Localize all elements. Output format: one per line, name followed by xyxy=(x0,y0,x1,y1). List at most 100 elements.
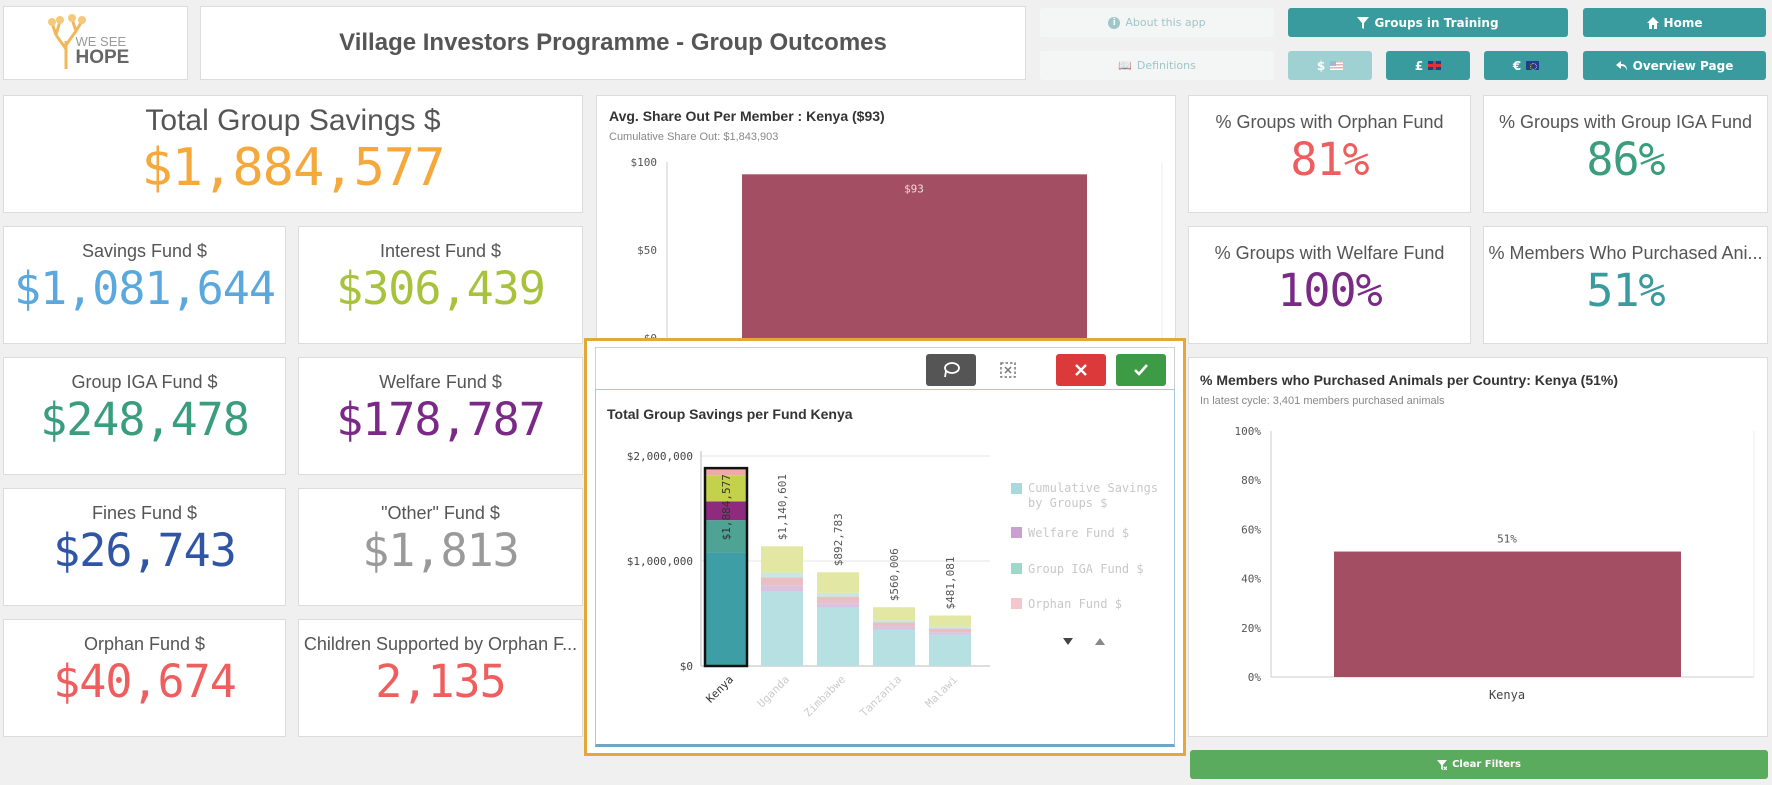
kpi-label: % Members Who Purchased Ani... xyxy=(1488,243,1763,263)
x-tick-label: Malawi xyxy=(923,673,960,710)
filter-icon xyxy=(1357,16,1370,29)
currency-usd-button[interactable]: $ xyxy=(1288,51,1372,80)
kpi-fines-fund: Fines Fund $ $26,743 xyxy=(3,488,286,606)
tree-icon xyxy=(47,14,86,69)
kpi-value: 2,135 xyxy=(375,655,506,708)
clear-filters-label: Clear Filters xyxy=(1452,759,1521,770)
kpi-label: Group IGA Fund $ xyxy=(71,372,218,392)
selected-bar-outline xyxy=(703,466,749,668)
kpi-total-savings: Total Group Savings $ $1,884,577 xyxy=(3,95,583,213)
bar-segment xyxy=(761,591,803,666)
home-label: Home xyxy=(1663,15,1703,30)
us-flag-icon xyxy=(1330,61,1344,70)
close-icon xyxy=(1075,364,1087,376)
kpi-value: $306,439 xyxy=(336,262,546,315)
kpi-value: $178,787 xyxy=(336,393,546,446)
home-button[interactable]: Home xyxy=(1583,8,1766,37)
legend-label-line: Cumulative Savings xyxy=(1028,481,1158,495)
chart-title: Avg. Share Out Per Member : Kenya ($93) xyxy=(609,108,885,124)
bar-segment xyxy=(873,629,915,666)
legend-label: Orphan Fund $ xyxy=(1028,597,1122,611)
overview-page-button[interactable]: Overview Page xyxy=(1583,51,1766,80)
bar-segment xyxy=(873,622,915,627)
y-tick-label: 80% xyxy=(1241,474,1261,487)
eu-flag-icon xyxy=(1526,61,1540,70)
kpi-welfare-fund: Welfare Fund $ $178,787 xyxy=(298,357,583,475)
logo: WE SEE HOPE xyxy=(46,13,146,73)
y-tick-label: 100% xyxy=(1235,425,1262,438)
bar-segment xyxy=(873,607,915,621)
data-label: $1,140,601 xyxy=(776,474,789,540)
data-label: $93 xyxy=(904,182,924,195)
kpi-interest-fund: Interest Fund $ $306,439 xyxy=(298,226,583,344)
x-tick-label: Kenya xyxy=(704,673,737,706)
bar-segment xyxy=(817,603,859,608)
share-out-chart-panel[interactable]: Avg. Share Out Per Member : Kenya ($93) … xyxy=(596,95,1176,355)
fund-chart[interactable]: $2,000,000 $1,000,000 $0 $1,884,577 Kenya $1,… xyxy=(596,426,1174,746)
currency-eur-button[interactable]: € xyxy=(1484,51,1568,80)
data-label: $560,006 xyxy=(888,548,901,601)
lasso-icon xyxy=(944,362,960,378)
clear-selection-button[interactable] xyxy=(986,354,1030,386)
book-icon: 📖 xyxy=(1118,59,1132,72)
y-tick-label: 40% xyxy=(1241,573,1261,586)
animals-chart[interactable]: 100% 80% 60% 40% 20% 0% 51% Kenya xyxy=(1189,413,1767,733)
kpi-value: $1,813 xyxy=(362,524,520,577)
kpi-value: 86% xyxy=(1586,133,1665,186)
kpi-pct-welfare: % Groups with Welfare Fund 100% xyxy=(1188,226,1471,344)
groups-in-training-label: Groups in Training xyxy=(1374,15,1499,30)
logo-panel[interactable]: WE SEE HOPE xyxy=(3,6,188,80)
data-label: $1,884,577 xyxy=(720,474,733,540)
kpi-other-fund: "Other" Fund $ $1,813 xyxy=(298,488,583,606)
legend-swatch xyxy=(1011,598,1022,609)
bar-segment xyxy=(761,572,803,578)
cancel-selection-button[interactable] xyxy=(1056,354,1106,386)
bar-segment xyxy=(929,632,971,635)
bar-segment xyxy=(817,596,859,604)
y-tick-label: 60% xyxy=(1241,523,1261,536)
definitions-button[interactable]: 📖 Definitions xyxy=(1040,51,1274,80)
logo-text-top: WE SEE xyxy=(75,34,127,49)
legend-label: Group IGA Fund $ xyxy=(1028,562,1144,576)
y-tick-label: $2,000,000 xyxy=(627,450,693,463)
x-tick-label: Tanzania xyxy=(857,673,904,720)
kpi-label: % Groups with Welfare Fund xyxy=(1214,243,1445,263)
lasso-button[interactable] xyxy=(926,354,976,386)
kpi-label: Savings Fund $ xyxy=(81,241,208,261)
x-tick-label: Kenya xyxy=(1489,688,1525,702)
legend-scroll-down-icon xyxy=(1063,638,1073,645)
overview-page-label: Overview Page xyxy=(1632,58,1734,73)
selection-overlay: Total Group Savings per Fund Kenya $2,00… xyxy=(584,338,1186,756)
bar-segment xyxy=(817,592,859,597)
currency-gbp-button[interactable]: £ xyxy=(1386,51,1470,80)
x-tick-label: Uganda xyxy=(755,673,792,710)
selection-toolbar xyxy=(595,347,1175,389)
currency-usd-label: $ xyxy=(1316,58,1326,73)
fund-chart-panel[interactable]: Total Group Savings per Fund Kenya $2,00… xyxy=(595,389,1175,747)
y-tick-label: $100 xyxy=(631,156,658,169)
page-title: Village Investors Programme - Group Outc… xyxy=(339,29,887,56)
kpi-pct-animals: % Members Who Purchased Ani... 51% xyxy=(1483,226,1768,344)
legend-swatch xyxy=(1011,483,1022,494)
definitions-label: Definitions xyxy=(1136,59,1196,72)
data-label: 51% xyxy=(1497,533,1517,546)
kpi-group-iga-fund: Group IGA Fund $ $248,478 xyxy=(3,357,286,475)
about-button[interactable]: i About this app xyxy=(1040,8,1274,37)
legend-swatch xyxy=(1011,527,1022,538)
kpi-label: % Groups with Group IGA Fund xyxy=(1498,112,1753,132)
confirm-selection-button[interactable] xyxy=(1116,354,1166,386)
clear-filters-button[interactable]: Clear Filters xyxy=(1190,750,1768,779)
bar-segment xyxy=(761,585,803,592)
animals-chart-panel[interactable]: % Members who Purchased Animals per Coun… xyxy=(1188,357,1768,737)
bar xyxy=(1334,551,1681,677)
kpi-label: Welfare Fund $ xyxy=(379,372,502,392)
kpi-pct-orphan: % Groups with Orphan Fund 81% xyxy=(1188,95,1471,213)
kpi-savings-fund: Savings Fund $ $1,081,644 xyxy=(3,226,286,344)
kpi-label: Children Supported by Orphan F... xyxy=(303,634,578,654)
bar-segment xyxy=(705,475,747,502)
about-label: About this app xyxy=(1125,16,1206,29)
clear-filter-icon xyxy=(1437,759,1448,770)
y-tick-label: $0 xyxy=(680,660,693,673)
groups-in-training-button[interactable]: Groups in Training xyxy=(1288,8,1568,37)
share-out-chart[interactable]: $100$50$0$93 xyxy=(597,146,1175,354)
